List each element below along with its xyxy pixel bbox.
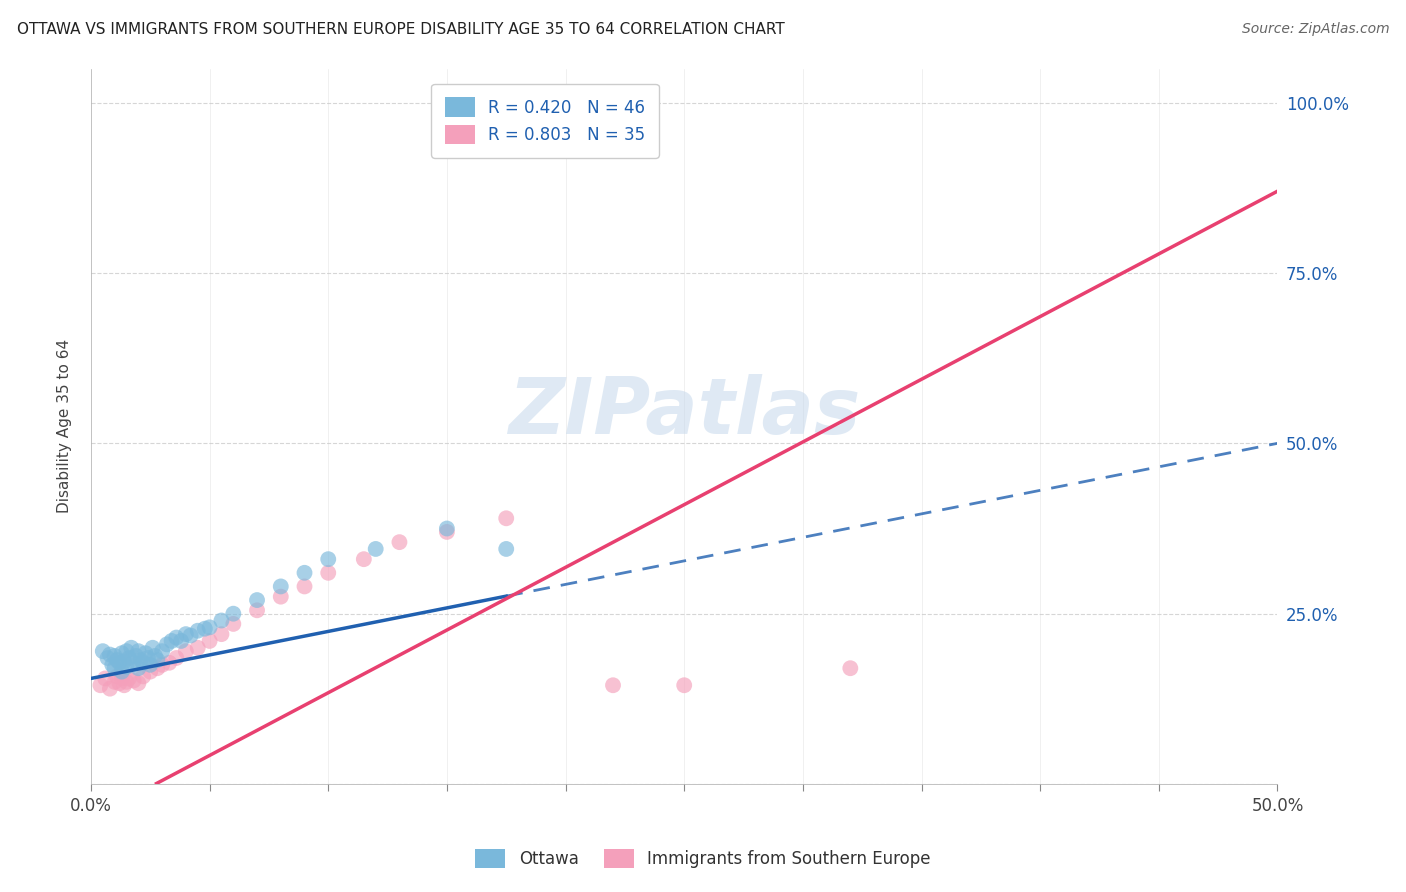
Point xyxy=(160,634,183,648)
Point xyxy=(132,669,155,683)
Point xyxy=(165,631,187,645)
Point xyxy=(96,651,118,665)
Point xyxy=(108,676,131,690)
Point xyxy=(187,624,209,638)
Point xyxy=(294,566,316,580)
Text: Source: ZipAtlas.com: Source: ZipAtlas.com xyxy=(1241,22,1389,37)
Point xyxy=(436,522,458,536)
Point xyxy=(112,678,135,692)
Point xyxy=(146,661,169,675)
Point xyxy=(388,535,411,549)
Point xyxy=(211,627,233,641)
Point xyxy=(122,673,145,688)
Point xyxy=(270,590,292,604)
Text: OTTAWA VS IMMIGRANTS FROM SOUTHERN EUROPE DISABILITY AGE 35 TO 64 CORRELATION CH: OTTAWA VS IMMIGRANTS FROM SOUTHERN EUROP… xyxy=(17,22,785,37)
Point xyxy=(364,541,387,556)
Point xyxy=(150,657,173,672)
Point xyxy=(839,661,862,675)
Legend: R = 0.420   N = 46, R = 0.803   N = 35: R = 0.420 N = 46, R = 0.803 N = 35 xyxy=(432,84,658,158)
Point xyxy=(143,648,166,663)
Point xyxy=(127,676,149,690)
Point xyxy=(127,661,149,675)
Point xyxy=(91,644,114,658)
Point xyxy=(602,678,624,692)
Point xyxy=(115,660,138,674)
Point xyxy=(118,672,141,686)
Point xyxy=(270,579,292,593)
Point xyxy=(139,665,162,679)
Point xyxy=(111,665,134,679)
Point xyxy=(115,674,138,689)
Point xyxy=(436,524,458,539)
Point xyxy=(139,657,162,672)
Point xyxy=(120,640,142,655)
Point xyxy=(129,653,152,667)
Point xyxy=(104,674,127,689)
Point xyxy=(142,640,165,655)
Point xyxy=(194,622,217,636)
Point xyxy=(673,678,696,692)
Point xyxy=(89,678,111,692)
Point xyxy=(294,579,316,593)
Point xyxy=(111,672,134,686)
Point xyxy=(198,634,221,648)
Point xyxy=(122,656,145,670)
Point xyxy=(222,616,245,631)
Point xyxy=(157,656,180,670)
Point xyxy=(105,653,128,667)
Point xyxy=(125,648,148,663)
Point xyxy=(246,593,269,607)
Point xyxy=(112,654,135,668)
Point xyxy=(98,681,121,696)
Point xyxy=(156,637,179,651)
Point xyxy=(165,651,187,665)
Point xyxy=(316,552,339,566)
Point xyxy=(111,646,134,660)
Point xyxy=(98,648,121,662)
Text: ZIPatlas: ZIPatlas xyxy=(508,374,860,450)
Point xyxy=(101,657,124,672)
Point xyxy=(211,614,233,628)
Point xyxy=(222,607,245,621)
Point xyxy=(105,669,128,683)
Point xyxy=(136,651,159,665)
Point xyxy=(115,644,138,658)
Point xyxy=(246,603,269,617)
Point xyxy=(146,653,169,667)
Point xyxy=(108,656,131,670)
Point xyxy=(174,644,197,658)
Point xyxy=(174,627,197,641)
Point xyxy=(104,648,127,663)
Point xyxy=(187,640,209,655)
Point xyxy=(170,634,193,648)
Point xyxy=(132,656,155,670)
Point xyxy=(180,628,202,642)
Point xyxy=(94,672,117,686)
Point xyxy=(150,644,173,658)
Point xyxy=(495,541,517,556)
Point xyxy=(104,661,127,675)
Legend: Ottawa, Immigrants from Southern Europe: Ottawa, Immigrants from Southern Europe xyxy=(468,842,938,875)
Point xyxy=(316,566,339,580)
Point xyxy=(134,646,156,660)
Point xyxy=(495,511,517,525)
Point xyxy=(118,651,141,665)
Point xyxy=(127,644,149,658)
Point xyxy=(198,620,221,634)
Y-axis label: Disability Age 35 to 64: Disability Age 35 to 64 xyxy=(58,339,72,514)
Point xyxy=(353,552,375,566)
